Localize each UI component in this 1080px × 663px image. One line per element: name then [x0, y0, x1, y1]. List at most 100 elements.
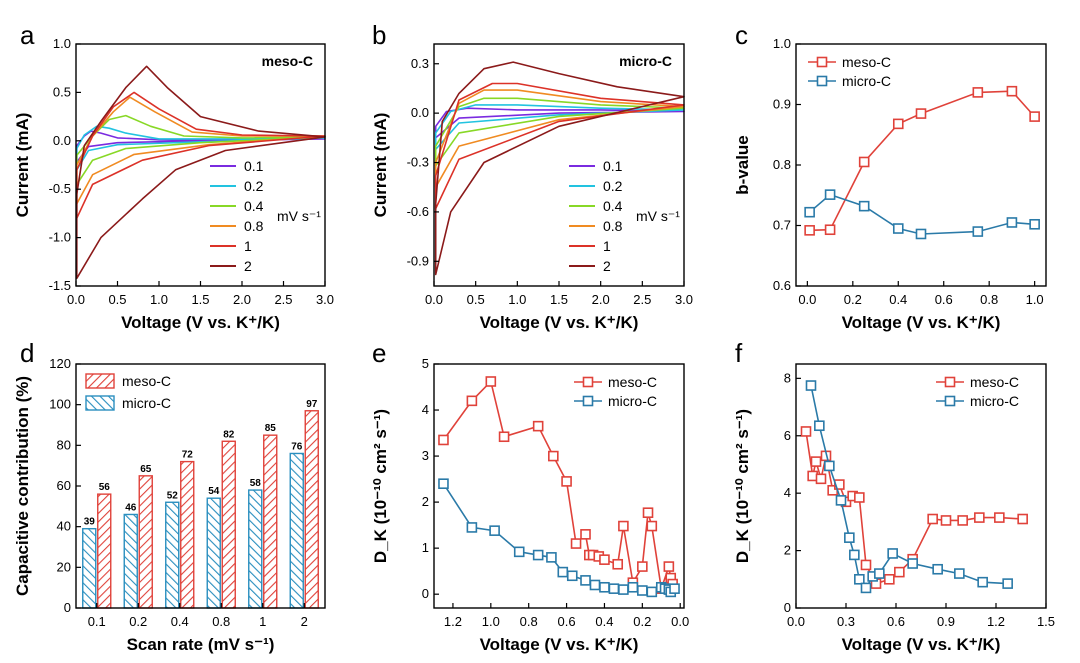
y-tick-label-d: 40 — [57, 519, 71, 534]
cv-curve-a-0p2 — [76, 125, 326, 171]
data-point-e-micro-C — [546, 552, 557, 563]
x-axis-label-e: Voltage (V vs. K⁺/K) — [480, 635, 639, 654]
y-tick-label-f: 2 — [784, 543, 791, 558]
data-point-f-micro-C — [977, 576, 988, 588]
data-point-c-meso-C — [1006, 85, 1018, 97]
bar-meso-C-0p4 — [180, 460, 195, 609]
data-point-e-meso-C — [646, 520, 658, 532]
data-point-f-meso-C — [800, 426, 812, 437]
cv-curve-b-0p1 — [434, 107, 685, 139]
x-tick-label-d: 0.2 — [129, 614, 147, 629]
y-tick-label-c: 0.9 — [773, 97, 791, 112]
cv-curve-b-0p2 — [434, 104, 685, 151]
x-tick-label-d: 0.4 — [171, 614, 189, 629]
series-line-e-meso-C — [442, 379, 674, 589]
y-tick-label-b: -0.9 — [407, 253, 429, 268]
data-point-e-micro-C — [566, 570, 578, 582]
y-tick-label-a: -1.5 — [49, 278, 71, 293]
series-line-c-meso-C — [809, 90, 1036, 232]
data-point-e-meso-C — [642, 507, 654, 519]
legend-label-b: 0.8 — [603, 218, 623, 234]
data-point-e-meso-C — [580, 529, 591, 540]
data-point-c-micro-C — [915, 228, 927, 240]
legend-label-a: 1 — [244, 238, 252, 254]
legend-unit-b: mV s⁻¹ — [636, 208, 680, 224]
data-point-e-micro-C — [438, 478, 449, 489]
y-tick-label-b: 0.0 — [411, 105, 429, 120]
x-tick-label-e: 1.0 — [482, 614, 500, 629]
bar-meso-C-2 — [304, 410, 319, 609]
data-point-e-micro-C — [557, 566, 569, 578]
data-point-f-micro-C — [954, 568, 965, 579]
bar-value-label-meso-C: 72 — [182, 450, 194, 461]
x-tick-label-c: 1.0 — [1026, 292, 1044, 307]
legend-swatch-d — [85, 395, 115, 411]
panel-e: 1.2 1.0 0.8 0.6 0.4 0.2 0.0 0 1 2 3 4 5 Voltage (V vs… — [371, 356, 689, 654]
data-point-c-meso-C — [824, 224, 836, 236]
data-point-c-micro-C — [824, 189, 836, 200]
panel-letter-d: d — [20, 338, 34, 368]
x-tick-label-b: 0.5 — [467, 292, 485, 307]
data-point-e-micro-C — [589, 579, 601, 591]
legend-label-a: 0.2 — [244, 178, 264, 194]
bar-value-label-micro-C: 52 — [167, 490, 179, 501]
y-tick-label-d: 100 — [49, 397, 71, 412]
sample-label-a: meso-C — [262, 53, 313, 69]
data-point-c-meso-C — [858, 156, 870, 168]
data-point-f-micro-C — [849, 549, 860, 561]
bar-micro-C-2 — [289, 452, 304, 609]
data-point-e-micro-C — [580, 575, 591, 586]
panel-a: 0.0 0.5 1.0 1.5 2.0 2.5 3.0 -1.5 -1.0 -0.5 0.0 0.5 1… — [13, 36, 334, 332]
legend-marker-e — [582, 376, 594, 388]
cv-curve-b-1 — [434, 82, 685, 210]
data-point-f-micro-C — [932, 563, 943, 575]
data-point-e-micro-C — [513, 546, 525, 558]
legend-unit-a: mV s⁻¹ — [277, 208, 321, 224]
data-point-e-micro-C — [627, 581, 639, 593]
legend-label-c: micro-C — [842, 73, 891, 89]
bar-micro-C-0p2 — [123, 513, 138, 609]
sample-label-b: micro-C — [619, 53, 672, 69]
data-point-e-micro-C — [489, 525, 500, 536]
y-tick-label-a: 0.5 — [53, 84, 71, 99]
data-point-e-meso-C — [466, 395, 478, 407]
data-point-e-meso-C — [612, 558, 624, 570]
cv-curve-b-0p8 — [434, 89, 685, 188]
x-tick-label-a: 3.0 — [316, 292, 334, 307]
x-tick-label-c: 0.2 — [844, 292, 862, 307]
x-tick-label-c: 0.8 — [980, 292, 998, 307]
plot-frame-e — [433, 363, 685, 609]
legend-label-a: 0.4 — [244, 198, 264, 214]
x-tick-label-b: 1.5 — [550, 292, 568, 307]
data-point-e-meso-C — [532, 420, 544, 432]
x-tick-label-d: 0.1 — [88, 614, 106, 629]
panel-d: 39560.146650.252720.454820.8588517697202… — [13, 356, 326, 654]
y-tick-label-f: 8 — [784, 370, 791, 385]
data-point-e-micro-C — [466, 522, 478, 533]
data-point-e-meso-C — [498, 431, 510, 443]
data-point-c-meso-C — [892, 118, 904, 130]
data-point-c-meso-C — [972, 87, 984, 98]
y-tick-label-b: 0.3 — [411, 56, 429, 71]
legend-label-b: 0.1 — [603, 158, 623, 174]
y-tick-label-f: 6 — [784, 428, 791, 443]
x-tick-label-e: 0.4 — [595, 614, 613, 629]
data-point-f-micro-C — [854, 573, 865, 585]
bar-meso-C-0p1 — [97, 493, 112, 609]
x-axis-label-a: Voltage (V vs. K⁺/K) — [121, 313, 280, 332]
data-point-e-micro-C — [532, 549, 544, 561]
y-tick-label-c: 0.6 — [773, 278, 791, 293]
x-tick-label-a: 1.0 — [150, 292, 168, 307]
panel-letter-e: e — [372, 338, 386, 368]
bar-value-label-micro-C: 76 — [291, 441, 303, 452]
legend-label-e: meso-C — [608, 374, 657, 390]
x-tick-label-c: 0.4 — [889, 292, 907, 307]
legend-swatch-d — [85, 373, 115, 389]
x-tick-label-a: 0.0 — [67, 292, 85, 307]
x-tick-label-f: 0.9 — [937, 614, 955, 629]
y-tick-label-a: -0.5 — [49, 181, 71, 196]
x-tick-label-e: 0.0 — [671, 614, 689, 629]
y-tick-label-f: 4 — [784, 485, 791, 500]
bar-micro-C-0p1 — [82, 528, 97, 609]
data-point-f-micro-C — [805, 380, 817, 391]
